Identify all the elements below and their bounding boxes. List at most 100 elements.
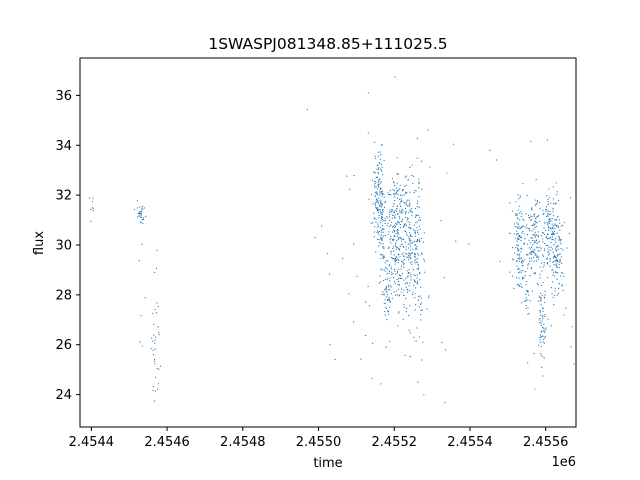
data-point	[380, 243, 382, 245]
x-tick-label: 2.4556	[523, 435, 569, 450]
data-point	[401, 211, 403, 214]
data-point	[416, 203, 418, 205]
data-point	[139, 221, 142, 223]
data-point	[415, 248, 417, 250]
data-point	[440, 219, 442, 222]
data-point	[558, 219, 560, 221]
data-point	[382, 193, 384, 195]
data-point	[413, 192, 415, 194]
data-point	[409, 305, 411, 307]
data-point	[522, 270, 524, 272]
data-point	[380, 253, 382, 255]
data-point	[385, 286, 388, 288]
data-point	[539, 246, 541, 248]
data-point	[518, 212, 521, 214]
data-point	[516, 259, 518, 262]
data-point	[386, 290, 388, 292]
data-point	[544, 290, 546, 293]
data-point	[398, 268, 400, 271]
data-point	[384, 201, 387, 203]
data-point	[356, 275, 358, 277]
data-point	[92, 197, 94, 199]
data-point	[402, 252, 404, 254]
data-point	[410, 234, 412, 236]
data-point	[530, 260, 532, 262]
data-point	[518, 267, 520, 269]
data-point	[542, 213, 545, 215]
data-point	[384, 217, 386, 219]
data-point	[559, 261, 561, 264]
data-point	[393, 203, 395, 205]
y-axis-ticks: 24 26 28 30 32 34 36	[55, 89, 80, 403]
data-point	[544, 301, 546, 304]
data-point	[552, 281, 554, 283]
data-point	[402, 260, 404, 262]
data-point	[530, 246, 533, 248]
data-point	[415, 247, 417, 249]
data-point	[517, 209, 519, 211]
data-point	[537, 258, 539, 261]
data-point	[416, 282, 418, 284]
data-point	[418, 183, 420, 185]
data-point	[541, 366, 543, 368]
data-point	[526, 243, 529, 245]
data-point	[394, 217, 396, 219]
data-point	[411, 242, 413, 244]
data-point	[409, 232, 411, 234]
y-tick-label: 26	[55, 338, 72, 353]
data-point	[415, 258, 417, 260]
data-point	[543, 249, 546, 252]
data-point	[400, 198, 402, 200]
data-point	[548, 225, 550, 227]
data-point	[534, 226, 536, 228]
data-point	[556, 255, 559, 257]
data-point	[414, 253, 416, 255]
data-point	[525, 297, 527, 299]
data-point	[405, 298, 407, 300]
data-point	[553, 230, 556, 233]
data-point	[517, 283, 519, 286]
data-point	[542, 209, 544, 211]
data-point	[385, 259, 387, 262]
data-point	[383, 268, 385, 271]
data-point	[547, 200, 549, 203]
data-point	[520, 237, 522, 239]
data-point	[556, 278, 558, 280]
data-point	[411, 235, 413, 238]
data-point	[403, 238, 405, 240]
data-point	[420, 237, 423, 240]
data-point	[559, 260, 561, 263]
data-point	[532, 249, 534, 251]
data-point	[380, 205, 382, 207]
data-point	[403, 224, 406, 226]
data-point	[396, 278, 398, 281]
data-point	[537, 235, 539, 237]
data-point	[560, 256, 563, 258]
data-point	[412, 252, 414, 254]
data-point	[141, 219, 144, 221]
data-point	[141, 209, 143, 211]
data-point	[529, 228, 531, 230]
data-point	[396, 256, 398, 258]
data-point	[390, 194, 392, 196]
data-point	[547, 233, 549, 235]
data-point	[382, 243, 384, 245]
data-point	[375, 186, 377, 188]
data-point	[380, 383, 382, 385]
data-point	[408, 247, 410, 249]
data-point	[415, 287, 417, 289]
data-point	[394, 222, 397, 224]
data-point	[527, 227, 530, 230]
x-tick-label: 2.4544	[69, 435, 115, 450]
data-point	[547, 212, 549, 214]
data-point	[554, 223, 556, 225]
data-point	[397, 288, 400, 290]
data-point	[533, 233, 536, 235]
data-point	[152, 385, 154, 387]
data-point	[381, 215, 383, 218]
data-point	[545, 215, 548, 218]
data-point	[382, 218, 384, 221]
data-point	[513, 287, 515, 289]
data-point	[516, 276, 518, 279]
